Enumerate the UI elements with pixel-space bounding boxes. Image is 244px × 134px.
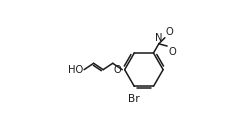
Text: O: O — [114, 65, 121, 75]
Text: HO: HO — [68, 65, 83, 75]
Text: O: O — [168, 47, 176, 57]
Text: N: N — [155, 33, 163, 43]
Text: Br: Br — [128, 94, 140, 104]
Text: O: O — [166, 27, 173, 37]
